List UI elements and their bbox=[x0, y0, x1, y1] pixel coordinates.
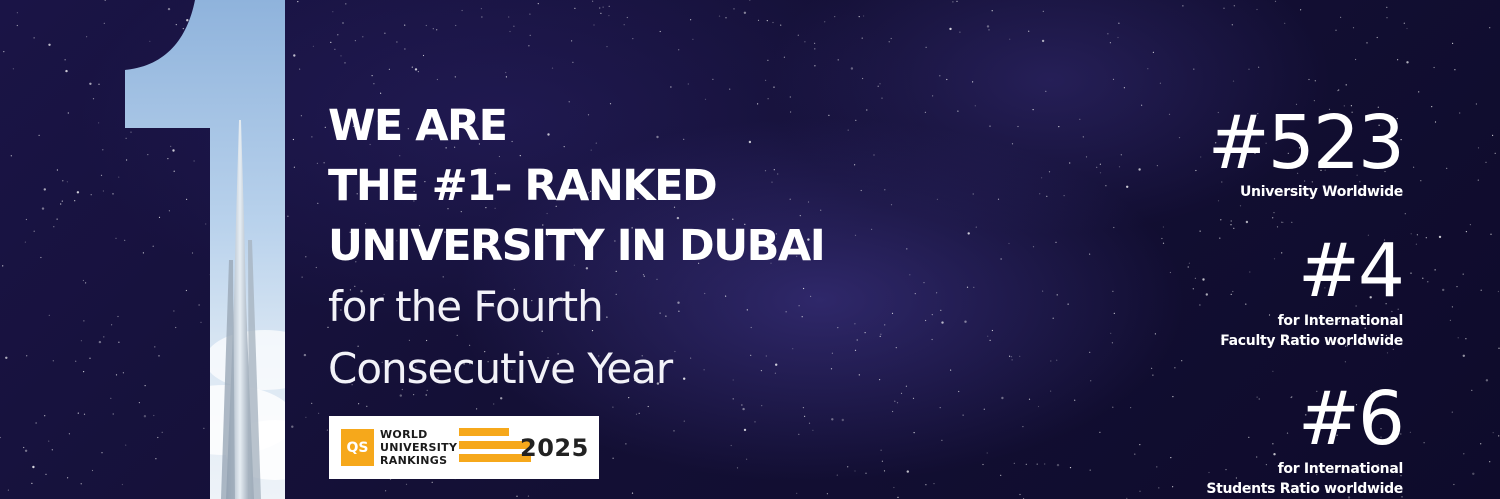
stat-label: for International bbox=[1277, 313, 1404, 329]
stat-label: University Worldwide bbox=[1239, 184, 1403, 200]
stat-value: #4 bbox=[1297, 228, 1405, 314]
qs-year: 2025 bbox=[520, 434, 589, 462]
stat-faculty-ratio-rank: #4 for International Faculty Ratio world… bbox=[1220, 228, 1405, 351]
subheadline-line-1: for the Fourth bbox=[328, 282, 604, 331]
numeral-one-with-burj-khalifa-image bbox=[125, 0, 285, 499]
qs-rankings-badge: QS WORLD UNIVERSITY RANKINGS 2025 bbox=[329, 416, 599, 479]
headline: WE ARE THE #1- RANKED UNIVERSITY IN DUBA… bbox=[328, 96, 888, 400]
subheadline-line-2: Consecutive Year bbox=[328, 344, 673, 393]
qs-logo-icon: QS bbox=[341, 429, 374, 466]
headline-line-2: THE #1- RANKED bbox=[328, 161, 718, 211]
stat-students-ratio-rank: #6 for International Students Ratio worl… bbox=[1206, 376, 1405, 499]
qs-line-university: UNIVERSITY bbox=[380, 441, 458, 454]
stat-value: #6 bbox=[1297, 376, 1405, 462]
stat-label: Students Ratio worldwide bbox=[1206, 481, 1403, 497]
stat-label: for International bbox=[1277, 461, 1404, 477]
headline-line-1: WE ARE bbox=[328, 101, 508, 151]
headline-line-3: UNIVERSITY IN DUBAI bbox=[328, 221, 826, 271]
stat-value: #523 bbox=[1207, 100, 1405, 186]
stat-label: Faculty Ratio worldwide bbox=[1220, 333, 1403, 349]
qs-stripes-icon bbox=[459, 428, 531, 467]
stat-worldwide-rank: #523 University Worldwide bbox=[1207, 100, 1405, 202]
qs-line-world: WORLD bbox=[380, 428, 428, 441]
qs-line-rankings: RANKINGS bbox=[380, 454, 448, 467]
